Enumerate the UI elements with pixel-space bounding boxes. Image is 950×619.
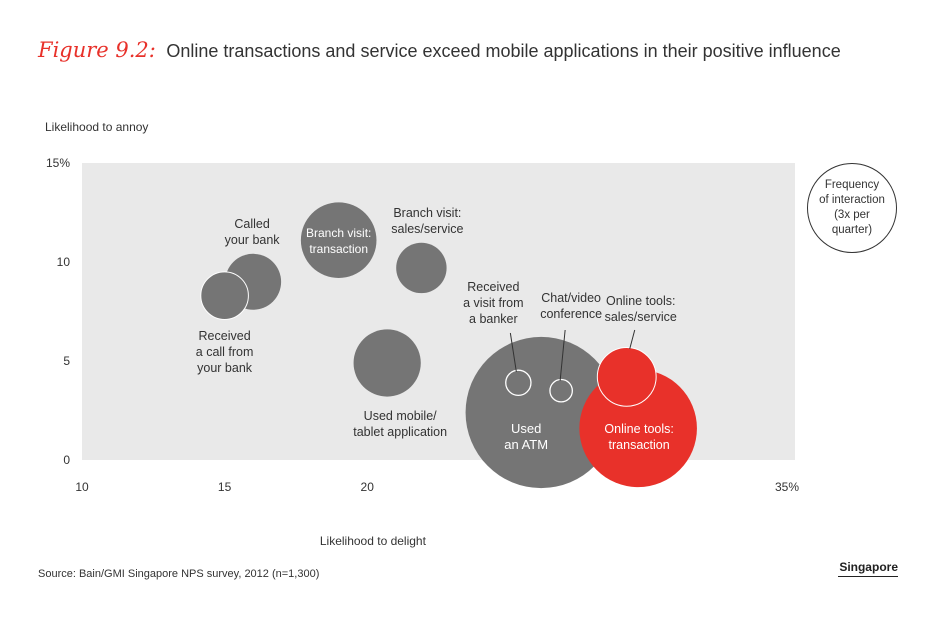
bubble-label: sales/service [391, 222, 463, 236]
source-note: Source: Bain/GMI Singapore NPS survey, 2… [38, 568, 320, 580]
bubble-label: Online tools: [606, 294, 675, 308]
bubble [300, 202, 377, 279]
x-tick-label: 15 [218, 480, 232, 494]
bubble [465, 336, 617, 489]
x-tick-label: 20 [361, 480, 375, 494]
y-tick-label: 10 [57, 255, 71, 269]
figure-number: Figure 9.2: [38, 38, 156, 62]
bubble [505, 369, 532, 397]
bubble-label: Used mobile/ [364, 409, 437, 423]
x-tick-label: 10 [75, 480, 89, 494]
bubble-label: transaction [309, 242, 368, 256]
leader-line [559, 329, 566, 381]
y-tick-label: 5 [63, 354, 70, 368]
x-axis-title: Likelihood to delight [320, 534, 427, 548]
figure-title: Online transactions and service exceed m… [166, 41, 841, 61]
bubble-label: your bank [197, 361, 253, 375]
leader-line [629, 329, 636, 349]
bubble-label: a visit from [463, 296, 523, 310]
bubble-label: sales/service [605, 310, 677, 324]
bubble-label: transaction [609, 438, 670, 452]
leader-line [509, 332, 517, 372]
bubble [396, 242, 447, 294]
bubble-label: Used [511, 421, 541, 436]
bubble-label: Branch visit: [306, 226, 371, 240]
bubble-label: Branch visit: [393, 206, 461, 220]
bubble-label: your bank [225, 233, 281, 247]
legend-bubble: Frequency of interaction (3x per quarter… [807, 163, 897, 253]
legend-text: Frequency of interaction (3x per quarter… [819, 179, 885, 236]
bubble-label: tablet application [353, 425, 447, 439]
region-label: Singapore [839, 560, 898, 574]
bubble [549, 378, 573, 403]
bubble-label: Chat/video [541, 291, 601, 305]
y-tick-label: 0 [63, 453, 70, 467]
x-tick-label: 35% [775, 480, 799, 494]
bubble-label: Received [467, 280, 519, 294]
bubble [200, 271, 249, 320]
figure-title-row: Figure 9.2: Online transactions and serv… [38, 38, 918, 62]
bubble-label: a banker [469, 312, 518, 326]
bubble-label: Called [234, 217, 269, 231]
bubble-label: Online tools: [604, 422, 673, 436]
bubble-label: Received [199, 329, 251, 343]
bubble-label: a call from [196, 345, 254, 359]
region-underline [838, 576, 898, 577]
bubble-label: an ATM [504, 437, 548, 452]
y-tick-label: 15% [46, 156, 70, 170]
bubble [596, 346, 657, 407]
bubble [353, 329, 421, 397]
y-axis-title: Likelihood to annoy [45, 120, 148, 134]
bubble-label: conference [540, 307, 602, 321]
